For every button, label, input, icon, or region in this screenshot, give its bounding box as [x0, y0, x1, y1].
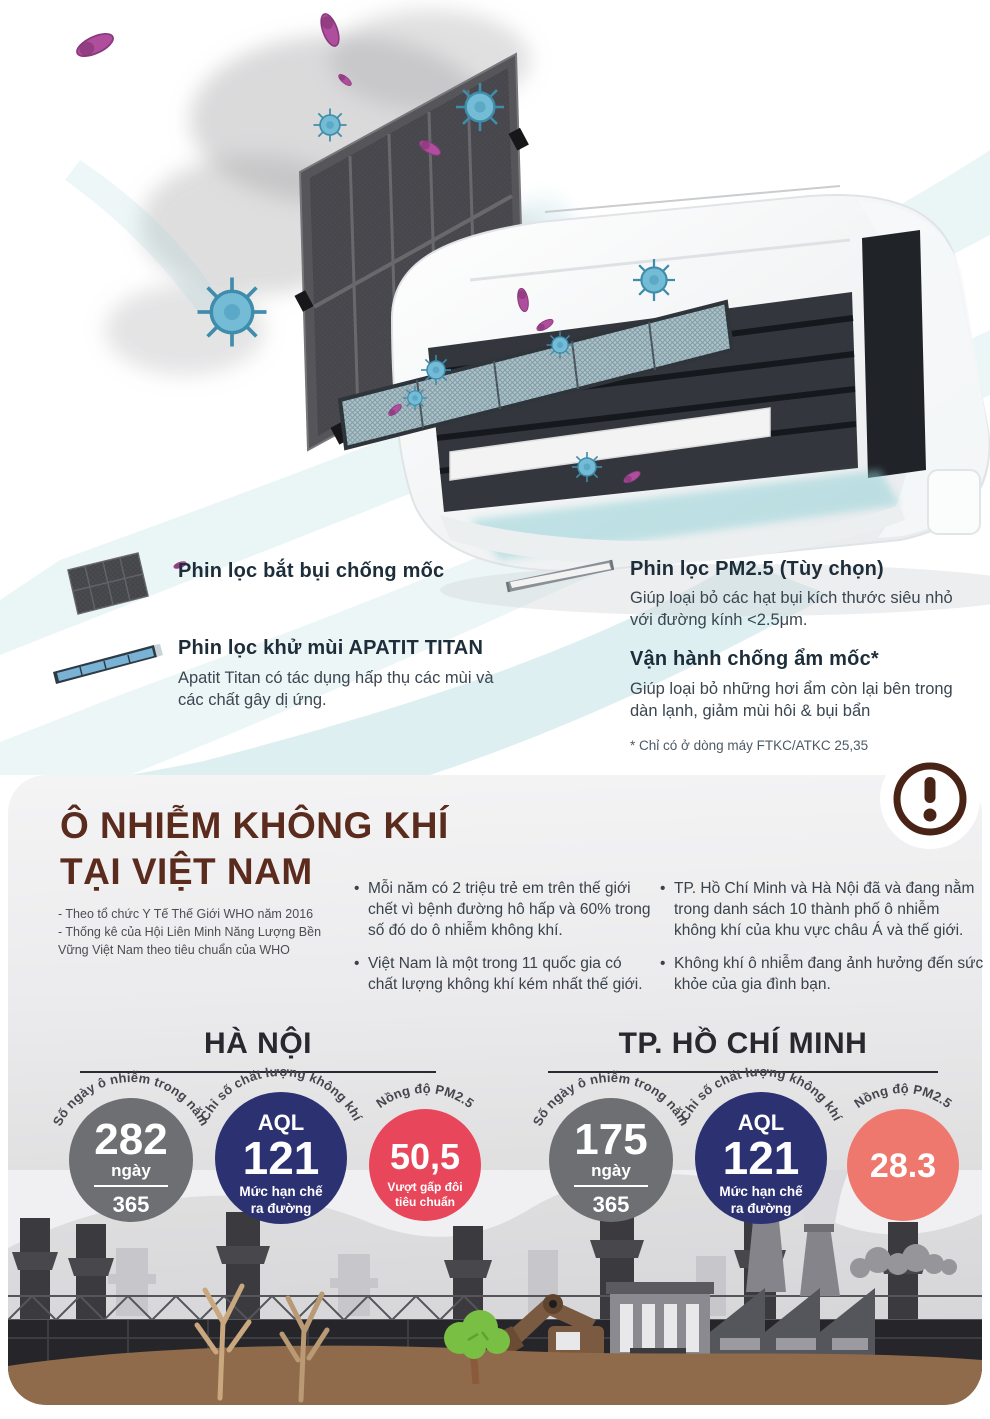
stat-unit: ngày	[111, 1161, 151, 1180]
stat-value: 282	[94, 1115, 167, 1164]
pm25-filter-thumb	[505, 559, 615, 593]
stat-label: AQL	[738, 1110, 784, 1135]
warning-blob	[880, 749, 980, 849]
stat-hcmc-pm25: Nồng độ PM2.5 28.3	[847, 1081, 959, 1221]
pollution-sources: - Theo tổ chức Y Tế Thế Giới WHO năm 201…	[58, 905, 343, 959]
warning-icon	[893, 762, 967, 836]
stat-total: 365	[113, 1192, 150, 1217]
bullet-item: Mỗi năm có 2 triệu trẻ em trên thế giới …	[354, 879, 654, 941]
stat-label: AQL	[258, 1110, 304, 1135]
apatit-filter-thumb	[53, 644, 163, 684]
feature-title-pm25: Phin lọc PM2.5 (Tùy chọn)	[630, 558, 884, 580]
city-header-hcmc: TP. HỒ CHÍ MINH	[618, 1027, 868, 1060]
stat-note: tiêu chuẩn	[395, 1195, 455, 1209]
dust-filter-thumb	[67, 552, 149, 615]
source-line: - Thống kê của Hội Liên Minh Năng Lượng …	[58, 925, 322, 958]
city-underline	[80, 1071, 436, 1073]
stat-value: 175	[574, 1115, 647, 1164]
stat-note: Vượt gấp đôi	[387, 1180, 462, 1194]
feature-body-apatit: Apatit Titan có tác dụng hấp thụ các mùi…	[178, 669, 494, 709]
dead-trees	[194, 1283, 252, 1401]
excavator	[486, 1294, 614, 1375]
city-header-hanoi: HÀ NỘI	[204, 1027, 312, 1060]
background-chimneys	[108, 1248, 726, 1316]
feature-title-apatit: Phin lọc khử mùi APATIT TITAN	[178, 637, 484, 659]
stat-hanoi-pm25: Nồng độ PM2.5 50,5 Vượt gấp đôi tiêu chu…	[369, 1081, 481, 1221]
svg-text:Nồng độ PM2.5: Nồng độ PM2.5	[851, 1081, 955, 1111]
feature-body-antimold: Giúp loại bỏ những hơi ẩm còn lại bên tr…	[630, 680, 953, 720]
feature-footnote: * Chỉ có ở dòng máy FTKC/ATKC 25,35	[630, 738, 869, 753]
stat-hanoi-aqi: Chỉ số chất lượng không khí AQL 121 Mức …	[197, 1064, 365, 1224]
stat-hcmc-aqi: Chỉ số chất lượng không khí AQL 121 Mức …	[677, 1064, 845, 1224]
bullets-right: TP. Hồ Chí Minh và Hà Nội đã và đang nằm…	[660, 879, 985, 1009]
mesh-strip-filter	[337, 299, 735, 451]
stat-total: 365	[593, 1192, 630, 1217]
pollution-title-line2: TẠI VIỆT NAM	[60, 850, 313, 892]
stat-value: 121	[723, 1132, 800, 1184]
bullets-left: Mỗi năm có 2 triệu trẻ em trên thế giới …	[354, 879, 654, 1009]
feature-title-antimold: Vận hành chống ẩm mốc*	[630, 648, 879, 670]
ground	[8, 1345, 982, 1405]
bullet-item: Không khí ô nhiễm đang ảnh hưởng đến sức…	[660, 954, 985, 996]
pollution-title: Ô NHIỄM KHÔNG KHÍ TẠI VIỆT NAM	[60, 803, 449, 895]
stat-note: ra đường	[251, 1201, 312, 1216]
smoke-puffs	[850, 1244, 957, 1278]
stat-note: Mức hạn chế	[719, 1184, 803, 1199]
pollution-title-line1: Ô NHIỄM KHÔNG KHÍ	[60, 805, 449, 846]
ac-unit	[337, 185, 990, 616]
arc-label: Nồng độ PM2.5	[373, 1081, 476, 1111]
bullet-item: Việt Nam là một trong 11 quốc gia có chấ…	[354, 954, 654, 996]
stat-value: 28.3	[870, 1147, 936, 1185]
bullet-item: TP. Hồ Chí Minh và Hà Nội đã và đang nằm…	[660, 879, 985, 941]
feature-title-dust: Phin lọc bắt bụi chống mốc	[178, 560, 445, 582]
feature-body-pm25: Giúp loại bỏ các hạt bụi kích thước siêu…	[630, 589, 953, 629]
stat-hanoi-days: Số ngày ô nhiễm trong năm 282 ngày 365	[50, 1070, 212, 1222]
stat-unit: ngày	[591, 1161, 631, 1180]
city-underline	[548, 1071, 938, 1073]
source-line: - Theo tổ chức Y Tế Thế Giới WHO năm 201…	[58, 907, 314, 921]
stat-value: 121	[243, 1132, 320, 1184]
hero-illustration	[0, 10, 990, 775]
pollution-panel: Ô NHIỄM KHÔNG KHÍ TẠI VIỆT NAM - Theo tổ…	[8, 749, 985, 1405]
green-tree	[444, 1310, 510, 1385]
svg-text:Nồng độ PM2.5: Nồng độ PM2.5	[373, 1081, 477, 1111]
dust-filter-panel	[294, 52, 531, 452]
stat-hcmc-days: Số ngày ô nhiễm trong năm 175 ngày 365	[530, 1070, 692, 1222]
arc-label: Nồng độ PM2.5	[851, 1081, 954, 1111]
stat-note: ra đường	[731, 1201, 792, 1216]
stat-value: 50,5	[390, 1136, 460, 1177]
stat-note: Mức hạn chế	[239, 1184, 323, 1199]
